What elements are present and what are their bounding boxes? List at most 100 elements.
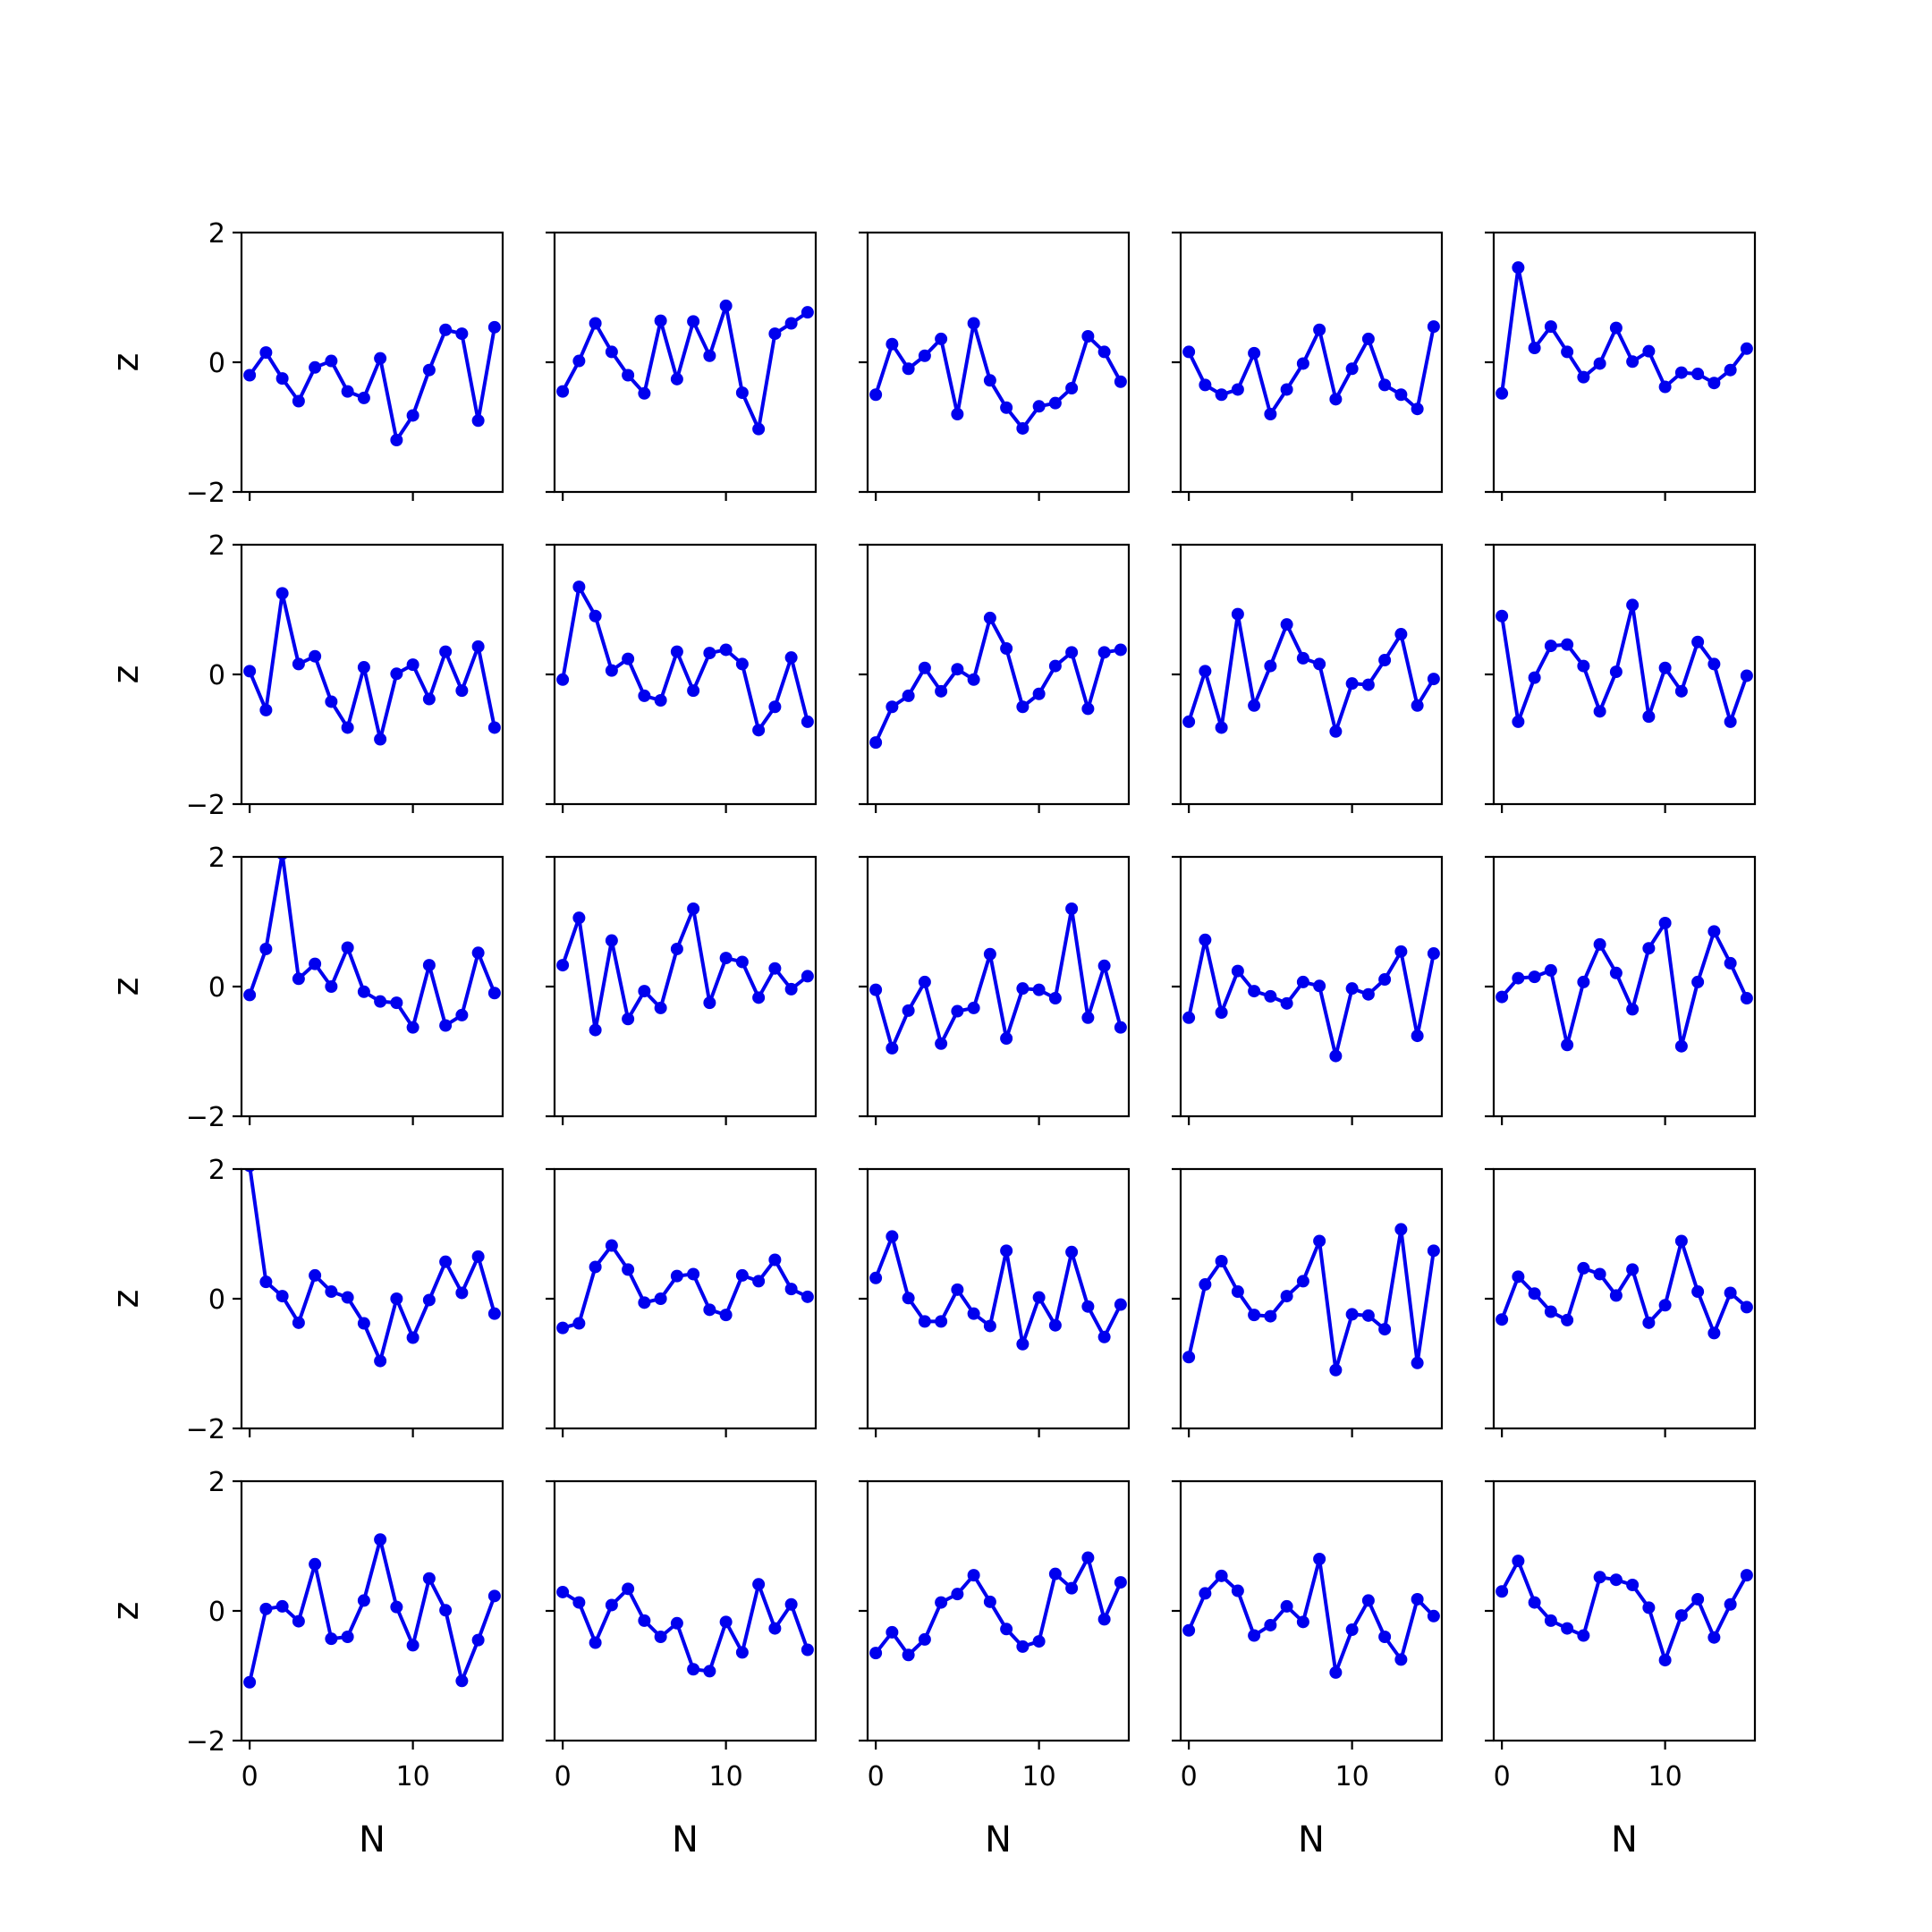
data-point [1626,1263,1640,1276]
data-point [951,663,964,676]
data-point [1427,947,1440,961]
data-point [1000,1032,1013,1045]
data-point [1691,635,1705,648]
data-point [1427,673,1440,686]
data-point [967,1307,980,1320]
data-point [1593,1571,1606,1584]
panel-frame [240,231,504,494]
series-line [874,1234,1123,1346]
data-point [1707,377,1721,390]
panel-5-1: 0 10 −2 0 2 z N [106,1467,504,1860]
data-point [1577,370,1590,384]
y-tick-label: 2 [208,843,225,874]
data-point [654,314,667,327]
data-point [719,1615,733,1629]
panel-4-3 [859,1167,1131,1437]
data-point [1512,715,1525,728]
data-point [1215,1254,1228,1267]
panel-5-4: 0 10 N [1172,1479,1444,1860]
y-tick-label: 2 [208,530,225,562]
data-point [801,306,814,319]
data-point [768,1622,782,1635]
data-point [768,962,782,975]
data-point [1512,971,1525,985]
data-point [556,1321,570,1335]
data-point [1577,1629,1590,1642]
series-line [1187,612,1436,733]
series-group [1496,916,1753,1053]
series-line [1500,920,1749,1048]
data-point [1032,1635,1046,1648]
data-point [902,689,915,702]
data-point [1361,1594,1375,1607]
panel-5-2: 0 10 N [546,1479,818,1860]
data-point [687,1267,700,1281]
data-point [1329,1363,1343,1377]
data-point [1182,1011,1196,1024]
data-point [1724,1597,1737,1611]
data-point [1280,1599,1293,1613]
data-point [471,640,485,653]
data-point [735,657,749,671]
panel-4-2 [546,1167,818,1437]
panel-frame [553,231,818,494]
data-point [1561,1313,1574,1326]
y-tick-label: −2 [186,1414,225,1445]
data-point [967,1569,980,1582]
data-point [309,957,322,970]
data-point [1577,1261,1590,1275]
data-point [752,1578,766,1591]
data-point [1544,1614,1557,1627]
panel-frame [553,1167,818,1430]
data-point [556,385,570,398]
series-line [248,857,496,1030]
data-point [1065,1581,1079,1595]
data-point [1313,657,1326,671]
x-axis-label: N [359,1819,386,1860]
data-point [487,987,501,1000]
data-point [1724,363,1737,377]
data-point [1199,665,1212,678]
data-point [259,942,273,955]
data-point [390,996,403,1010]
data-point [1264,659,1277,673]
data-point [275,1290,289,1303]
data-point [1544,640,1557,653]
data-point [735,955,749,969]
data-point [471,1633,485,1647]
series-line [561,585,809,733]
panel-frame [240,855,504,1118]
data-point [1724,715,1737,728]
data-point [309,1268,322,1282]
y-tick-label: 0 [208,348,225,379]
data-point [869,1271,883,1284]
data-point [638,386,651,400]
data-point [1000,642,1013,655]
data-point [1658,1654,1672,1667]
data-point [357,985,370,998]
data-point [1528,1596,1541,1609]
data-point [1032,983,1046,996]
data-point [801,970,814,983]
data-point [309,649,322,663]
data-point [487,1307,501,1320]
data-point [1081,1300,1095,1313]
panel-3-4 [1172,855,1444,1125]
data-point [752,1275,766,1288]
data-point [455,1674,469,1688]
data-point [439,645,453,658]
data-point [1114,643,1127,657]
data-point [719,1309,733,1322]
y-tick-label: 2 [208,218,225,250]
data-point [1231,1285,1244,1299]
data-point [1248,346,1261,360]
data-point [374,995,387,1008]
data-point [951,1283,964,1296]
data-point [983,611,996,624]
data-point [902,362,915,376]
panel-1-2 [546,231,818,501]
data-point [259,1602,273,1615]
series-line [1187,1557,1436,1674]
data-point [374,733,387,746]
